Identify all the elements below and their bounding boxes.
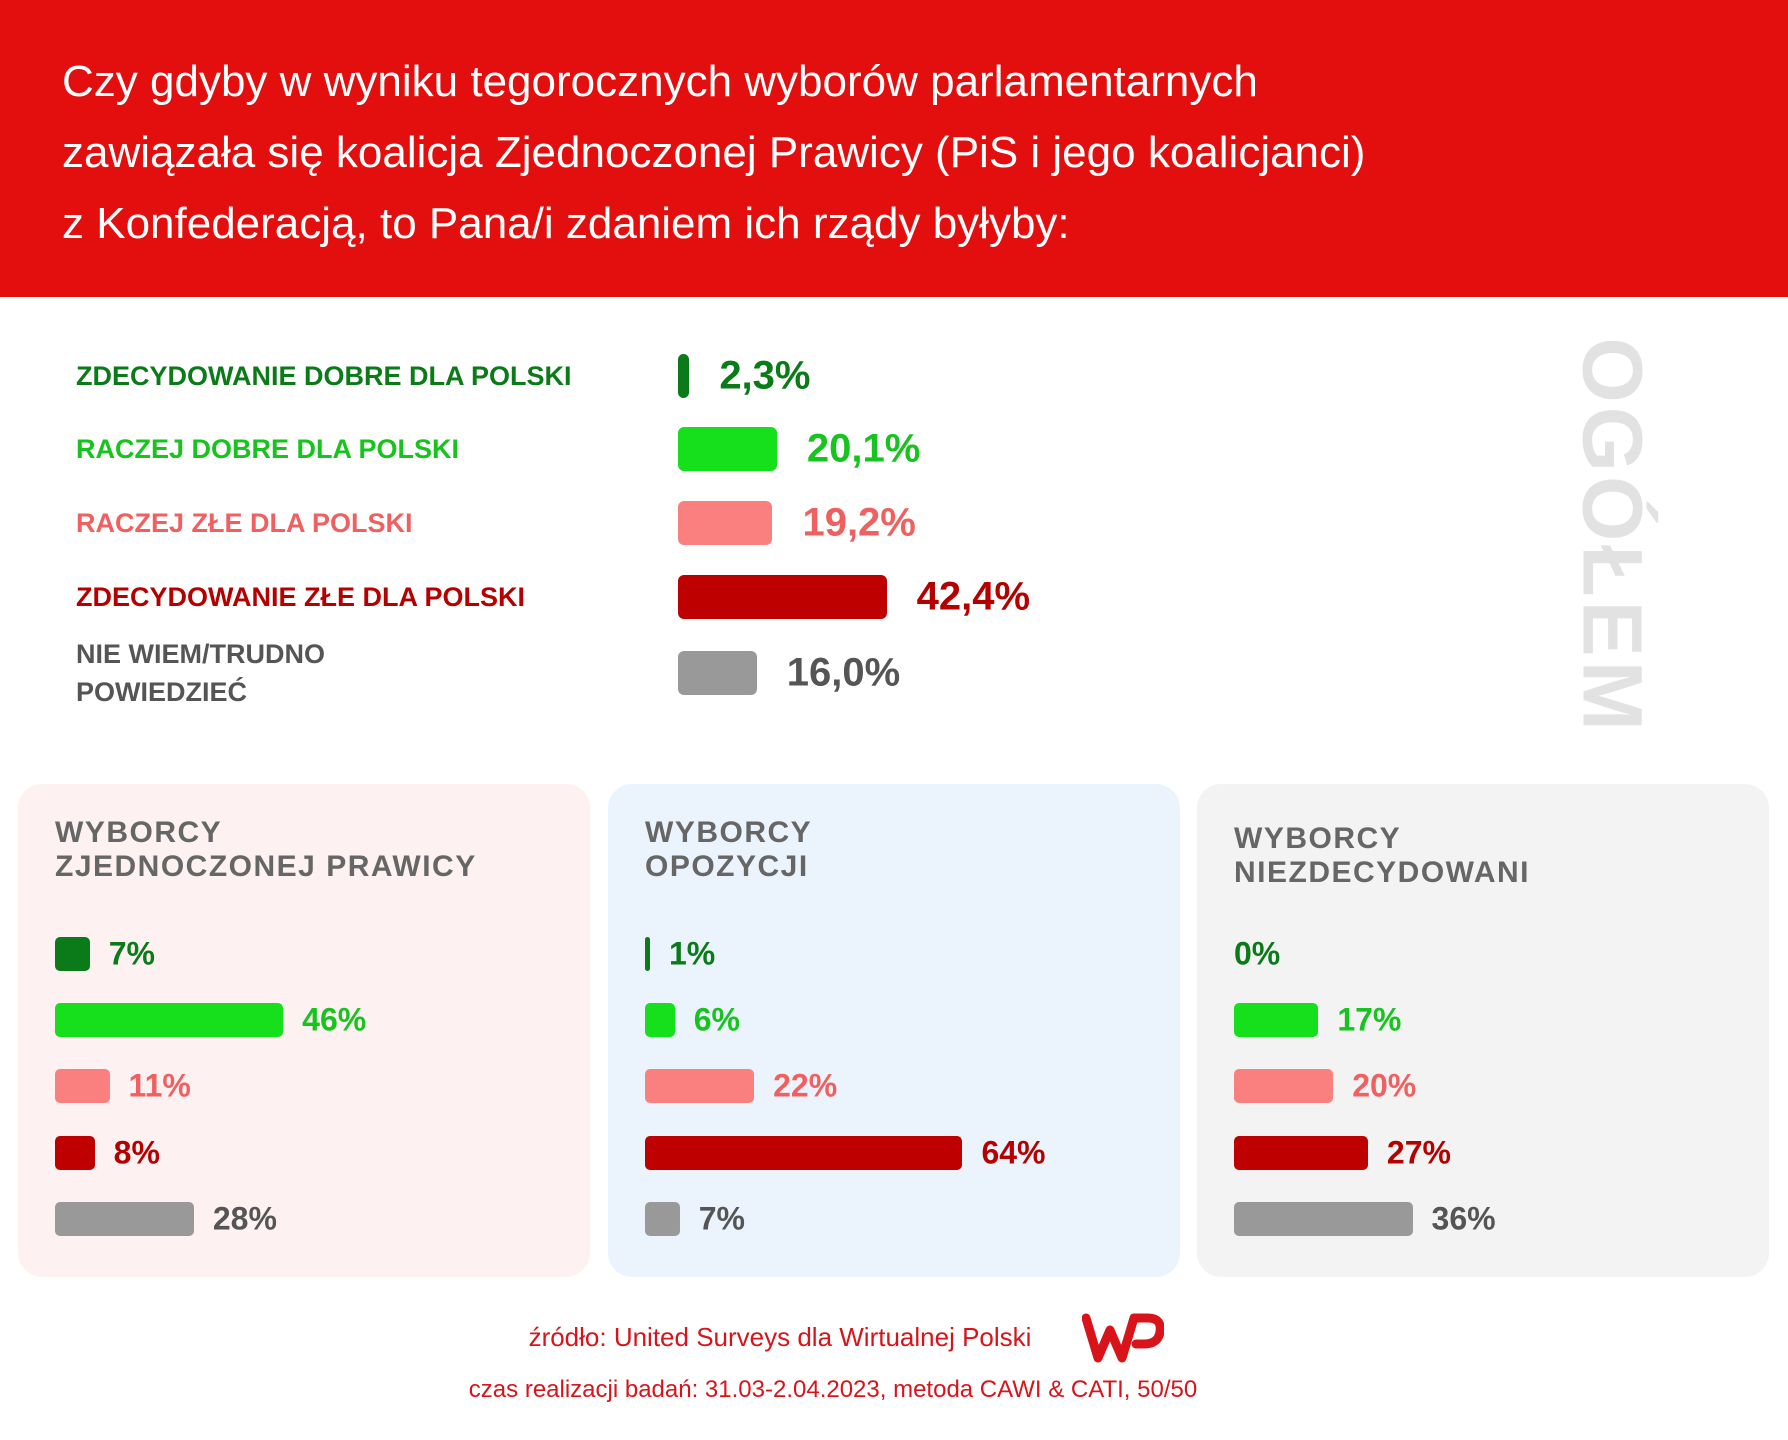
bar — [645, 1003, 675, 1037]
panel-title: WYBORCY OPOZYCJI — [645, 816, 813, 883]
panel — [608, 784, 1180, 1277]
title: Czy gdyby w wyniku tegorocznych wyborów … — [62, 57, 1366, 248]
value-label: 64% — [981, 1134, 1046, 1171]
bar — [678, 501, 773, 545]
category-label: ZDECYDOWANIE ZŁE DLA POLSKI — [76, 582, 526, 612]
value-label: 46% — [302, 1001, 367, 1038]
logo — [1082, 1313, 1164, 1363]
method: czas realizacji badań: 31.03-2.04.2023, … — [468, 1376, 1198, 1403]
bar — [645, 937, 650, 971]
value-label: 20% — [1352, 1067, 1417, 1104]
value-label: 42,4% — [916, 574, 1031, 619]
bar — [645, 1136, 963, 1170]
bar — [55, 1136, 95, 1170]
value-label: 1% — [668, 935, 716, 972]
value-label: 7% — [698, 1200, 745, 1237]
bar — [55, 1003, 284, 1037]
header: Czy gdyby w wyniku tegorocznych wyborów … — [0, 0, 1788, 297]
value-label: 22% — [773, 1067, 838, 1104]
value-label: 19,2% — [802, 500, 916, 545]
value-label: 36% — [1431, 1200, 1496, 1237]
value-label: 16,0% — [786, 650, 901, 695]
bar — [645, 1069, 755, 1103]
value-label: 27% — [1386, 1134, 1451, 1171]
bar — [55, 1069, 110, 1103]
value-label: 20,1% — [806, 426, 921, 471]
bar — [678, 651, 757, 695]
source: źródło: United Surveys dla Wirtualnej Po… — [528, 1322, 1032, 1352]
value-label: 28% — [212, 1200, 277, 1237]
bar — [645, 1202, 680, 1236]
bar — [1234, 1069, 1334, 1103]
value-label: 8% — [113, 1134, 160, 1171]
bar — [55, 1202, 194, 1236]
value-label: 2,3% — [719, 353, 811, 398]
category-label: RACZEJ DOBRE DLA POLSKI — [76, 434, 460, 464]
bar — [1234, 1003, 1319, 1037]
value-label: 7% — [108, 935, 155, 972]
bar — [678, 575, 887, 619]
value-label: 17% — [1337, 1001, 1402, 1038]
bar — [1234, 1136, 1368, 1170]
bar — [1234, 1202, 1413, 1236]
value-label: 6% — [693, 1001, 740, 1038]
category-label: ZDECYDOWANIE DOBRE DLA POLSKI — [76, 361, 572, 391]
value-label: 11% — [128, 1067, 191, 1104]
bar — [55, 937, 90, 971]
category-label: RACZEJ ZŁE DLA POLSKI — [76, 508, 413, 538]
value-label: 0% — [1234, 935, 1281, 972]
chart-title: OGÓŁEM — [1565, 337, 1660, 735]
category-label: NIE WIEM/TRUDNO POWIEDZIEĆ — [76, 639, 325, 707]
bar — [678, 354, 690, 398]
panel-title: WYBORCY ZJEDNOCZONEJ PRAWICY — [55, 816, 477, 883]
bar — [678, 427, 777, 471]
panel-title: WYBORCY NIEZDECYDOWANI — [1234, 822, 1531, 889]
